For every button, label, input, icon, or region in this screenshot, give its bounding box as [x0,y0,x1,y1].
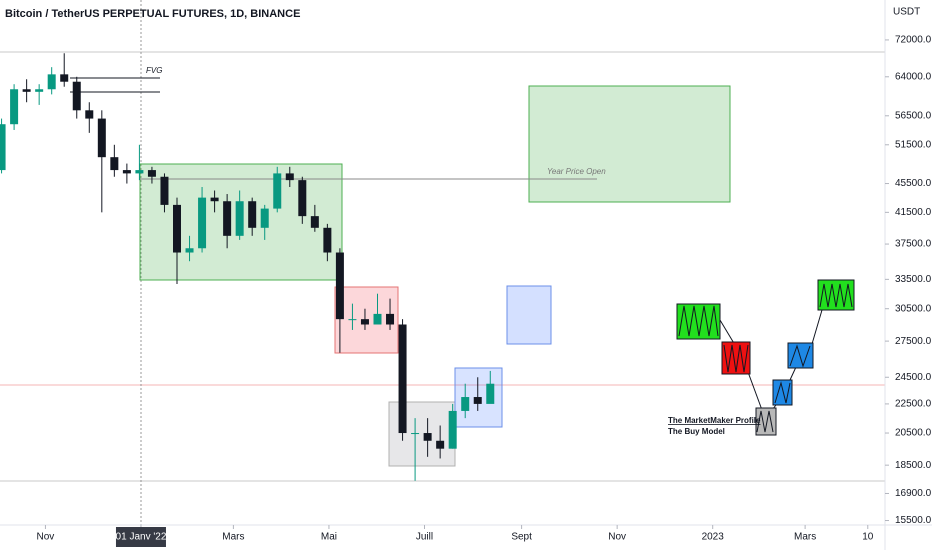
candle-body [386,313,395,325]
y-tick-label: 30500.0 [895,303,932,314]
candle-body [85,110,94,119]
zigzag [819,283,853,308]
candle-body [260,208,269,228]
x-tick-label: Nov [608,532,626,543]
candle-body [285,173,294,181]
candle-body [348,319,357,321]
annotation: The MarketMaker Profile [668,416,761,425]
y-tick-label: 33500.0 [895,274,932,285]
candle-body [373,313,382,325]
x-tick-label: Mai [321,532,337,543]
y-tick-label: 37500.0 [895,239,932,250]
chart-title: Bitcoin / TetherUS PERPETUAL FUTURES, 1D… [5,8,300,20]
candle-body [10,89,19,125]
candle-body [448,410,457,449]
x-tick-label: Nov [37,532,55,543]
candle-body [22,89,31,92]
y-tick-label: 72000.0 [895,35,932,46]
candle-body [398,324,407,434]
connector [811,309,823,345]
candle-body [122,170,131,174]
zigzag [774,381,791,404]
candle-body [147,170,156,177]
candles [0,53,495,481]
candle-body [235,201,244,236]
annotation: FVG [146,66,162,75]
y-tick-label: 24500.0 [895,372,932,383]
candle-body [473,397,482,404]
y-tick-label: 20500.0 [895,428,932,439]
x-tick-label: Mars [794,532,816,543]
candle-body [97,118,106,158]
buy-model-diagram [676,279,855,436]
candle-body [0,124,6,171]
model-box [755,407,777,436]
candle-body [423,433,432,441]
candle-body [47,74,56,90]
candle-body [173,204,181,253]
connector [719,319,736,346]
y-tick-label: 16900.0 [895,488,932,499]
candle-body [198,197,207,249]
zigzag [756,410,774,433]
candle-body [461,397,470,411]
range-box [528,85,731,203]
candle-body [223,201,232,236]
candle-body [72,81,81,111]
y-tick-label: 64000.0 [895,71,932,82]
y-tick-label: 56500.0 [895,110,932,121]
candle-body [335,252,344,320]
zigzag [723,344,749,373]
y-tick-label: 45500.0 [895,178,932,189]
candle-body [60,74,69,82]
x-tick-label: 10 [862,532,874,543]
candle-body [135,170,144,174]
candle-body [298,180,307,217]
model-box [787,342,814,369]
y-tick-label: 15500.0 [895,515,932,526]
range-box [506,285,552,345]
x-tick-label: Sept [511,532,532,543]
candle-body [110,157,119,171]
annotation: Year Price Open [547,167,606,176]
candle-body [436,440,445,449]
annotation: The Buy Model [668,427,725,436]
x-tick-label: Mars [222,532,244,543]
candle-body [248,201,257,228]
y-axis-label: USDT [893,7,920,18]
y-tick-label: 41500.0 [895,207,932,218]
y-tick-label: 27500.0 [895,336,932,347]
candle-body [210,197,219,202]
candle-body [35,89,44,92]
zigzag [678,305,719,337]
zigzag [789,344,811,368]
crosshair-label-bg [115,527,166,547]
x-tick-label: 2023 [702,532,725,543]
candle-body [486,383,495,404]
y-tick-label: 51500.0 [895,139,932,150]
candle-body [323,227,332,253]
drawings [0,0,885,525]
candle-body [160,176,169,205]
candle-body [360,319,369,325]
candle-body [185,248,194,253]
y-tick-label: 22500.0 [895,399,932,410]
candle-body [411,433,420,435]
connector [747,371,763,411]
connector [789,366,797,381]
y-tick-label: 18500.0 [895,460,932,471]
x-tick-label: 01 Janv '22 [116,532,167,543]
x-tick-label: Juill [416,532,433,543]
candle-body [310,216,319,228]
candle-body [273,173,282,209]
